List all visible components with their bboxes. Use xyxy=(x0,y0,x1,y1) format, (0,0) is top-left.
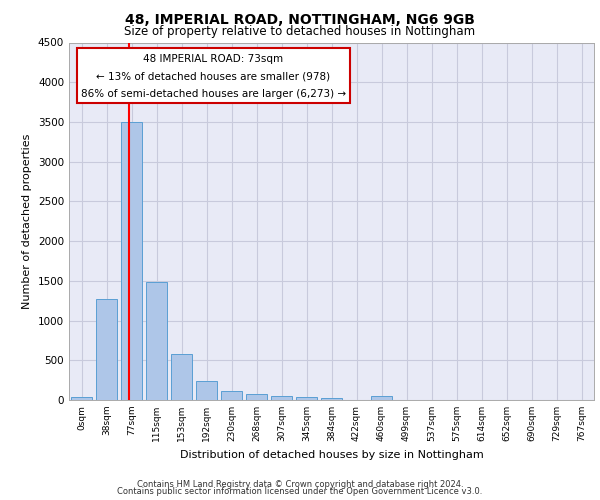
Text: 48 IMPERIAL ROAD: 73sqm: 48 IMPERIAL ROAD: 73sqm xyxy=(143,54,283,64)
Bar xyxy=(246,394,267,400)
Text: ← 13% of detached houses are smaller (978): ← 13% of detached houses are smaller (97… xyxy=(97,72,331,82)
Bar xyxy=(221,391,242,400)
Bar xyxy=(146,282,167,400)
Bar xyxy=(121,122,142,400)
Bar xyxy=(321,398,342,400)
Bar xyxy=(171,354,192,400)
Text: Contains HM Land Registry data © Crown copyright and database right 2024.: Contains HM Land Registry data © Crown c… xyxy=(137,480,463,489)
Bar xyxy=(296,397,317,400)
Bar xyxy=(71,397,92,400)
X-axis label: Distribution of detached houses by size in Nottingham: Distribution of detached houses by size … xyxy=(179,450,484,460)
Bar xyxy=(371,396,392,400)
Bar xyxy=(96,299,117,400)
Text: 48, IMPERIAL ROAD, NOTTINGHAM, NG6 9GB: 48, IMPERIAL ROAD, NOTTINGHAM, NG6 9GB xyxy=(125,12,475,26)
Text: Size of property relative to detached houses in Nottingham: Size of property relative to detached ho… xyxy=(124,25,476,38)
Bar xyxy=(271,396,292,400)
Text: Contains public sector information licensed under the Open Government Licence v3: Contains public sector information licen… xyxy=(118,487,482,496)
Y-axis label: Number of detached properties: Number of detached properties xyxy=(22,134,32,309)
FancyBboxPatch shape xyxy=(77,48,350,104)
Bar xyxy=(196,381,217,400)
Text: 86% of semi-detached houses are larger (6,273) →: 86% of semi-detached houses are larger (… xyxy=(81,90,346,100)
